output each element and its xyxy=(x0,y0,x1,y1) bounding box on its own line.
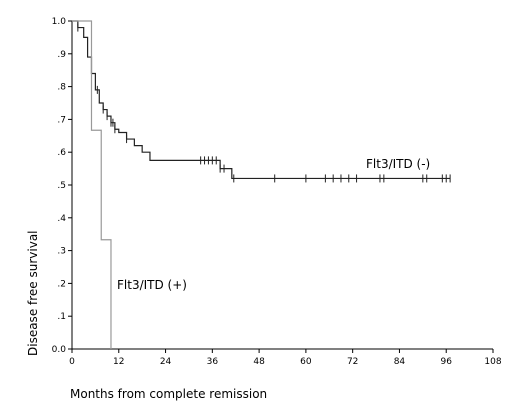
y-tick-label: .1 xyxy=(57,312,66,322)
y-axis-title: Disease free survival xyxy=(26,230,40,356)
y-tick-label: .7 xyxy=(57,115,66,125)
x-tick-label: 48 xyxy=(253,357,265,367)
y-tick-label: .6 xyxy=(57,148,66,158)
tick-labels: 0 12 24 36 48 60 72 84 96 108 0.0 .1 .2 .3 .4 .5 .6 .7 .8.… xyxy=(52,17,502,367)
x-tick-label: 72 xyxy=(347,357,358,367)
y-tick-label: 1.0 xyxy=(52,17,67,27)
x-tick-label: 0 xyxy=(69,357,75,367)
axes xyxy=(68,20,494,353)
x-tick-label: 84 xyxy=(394,357,406,367)
y-tick-label: .5 xyxy=(57,181,66,191)
x-tick-label: 108 xyxy=(484,357,501,367)
curve-label-pos: Flt3/ITD (+) xyxy=(117,278,187,292)
curves xyxy=(72,20,451,349)
y-tick-label: .9 xyxy=(57,50,66,60)
x-axis-title: Months from complete remission xyxy=(70,387,267,401)
y-tick-label: .3 xyxy=(57,247,66,257)
y-tick-label: .2 xyxy=(57,279,66,289)
x-tick-label: 96 xyxy=(440,357,452,367)
y-tick-label: 0.0 xyxy=(52,345,67,355)
x-tick-label: 12 xyxy=(113,357,124,367)
y-tick-label: .8 xyxy=(57,83,66,93)
curve-label-neg: Flt3/ITD (-) xyxy=(366,157,430,171)
series-line-flt3-pos xyxy=(72,20,112,349)
x-tick-label: 24 xyxy=(160,357,172,367)
y-tick-label: .4 xyxy=(57,214,66,224)
x-tick-label: 60 xyxy=(300,357,312,367)
x-tick-label: 36 xyxy=(207,357,219,367)
